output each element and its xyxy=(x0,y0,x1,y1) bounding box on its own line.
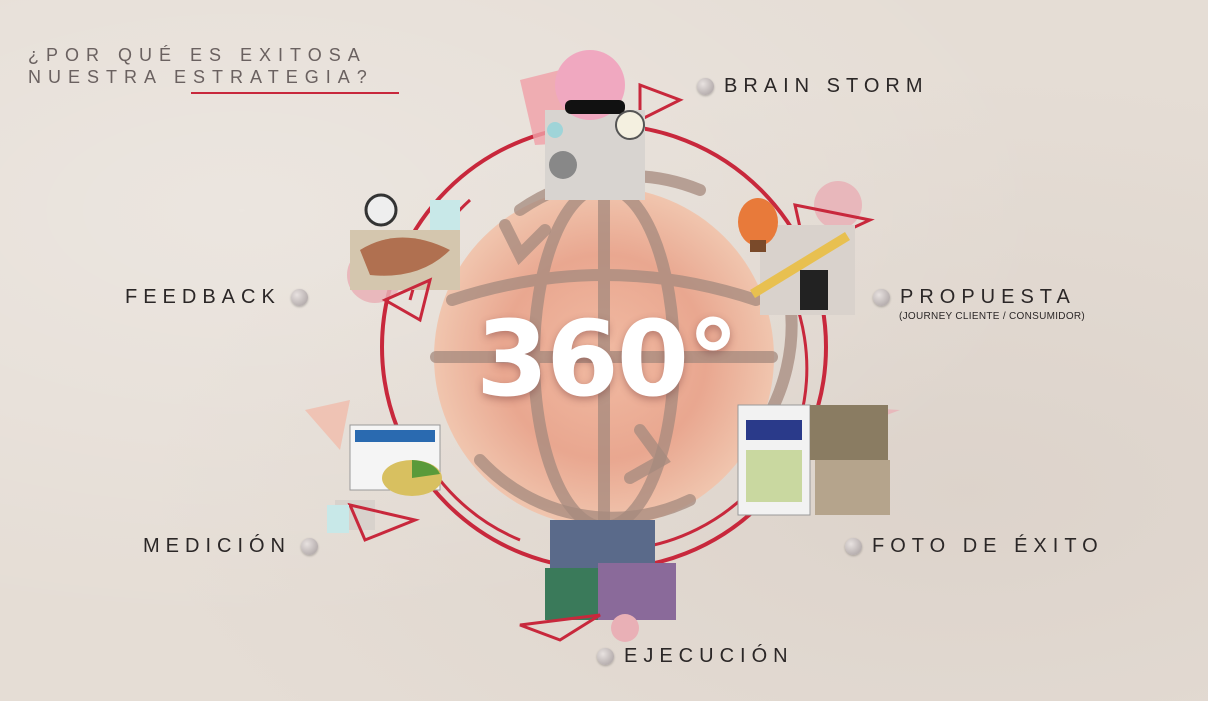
step-ejecucion-label: EJECUCIÓN xyxy=(624,645,794,667)
bullet-dot xyxy=(697,78,714,95)
step-foto-exito: FOTO DE ÉXITO xyxy=(845,535,1104,558)
step-propuesta-sublabel: (JOURNEY CLIENTE / CONSUMIDOR) xyxy=(899,311,1086,322)
step-medicion-label: MEDICIÓN xyxy=(143,535,291,557)
title-line-1: ¿POR QUÉ ES EXITOSA xyxy=(28,45,367,65)
step-propuesta: PROPUESTA xyxy=(873,286,1076,309)
step-feedback-label: FEEDBACK xyxy=(125,286,281,308)
step-ejecucion: EJECUCIÓN xyxy=(597,645,794,668)
step-medicion: MEDICIÓN xyxy=(143,535,318,558)
step-brainstorm-label: BRAIN STORM xyxy=(724,75,929,97)
step-brainstorm: BRAIN STORM xyxy=(697,75,929,98)
foto-exito-collage xyxy=(737,404,900,516)
bullet-dot xyxy=(845,538,862,555)
title-line-2: NUESTRA ESTRATEGIA? xyxy=(28,67,374,87)
brainstorm-collage xyxy=(520,50,684,200)
step-foto-exito-label: FOTO DE ÉXITO xyxy=(872,535,1104,557)
step-feedback: FEEDBACK xyxy=(125,286,308,309)
bullet-dot xyxy=(301,538,318,555)
step-propuesta-label: PROPUESTA xyxy=(900,286,1076,308)
bullet-dot xyxy=(873,289,890,306)
bullet-dot xyxy=(597,648,614,665)
page-title: ¿POR QUÉ ES EXITOSA NUESTRA ESTRATEGIA? xyxy=(28,44,374,88)
center-360-label: 360° xyxy=(476,298,739,420)
bullet-dot xyxy=(290,289,308,306)
feedback-collage xyxy=(347,193,460,323)
medicion-collage xyxy=(305,400,442,542)
title-underline xyxy=(191,92,399,94)
ejecucion-collage xyxy=(519,520,676,642)
propuesta-collage xyxy=(738,181,875,315)
